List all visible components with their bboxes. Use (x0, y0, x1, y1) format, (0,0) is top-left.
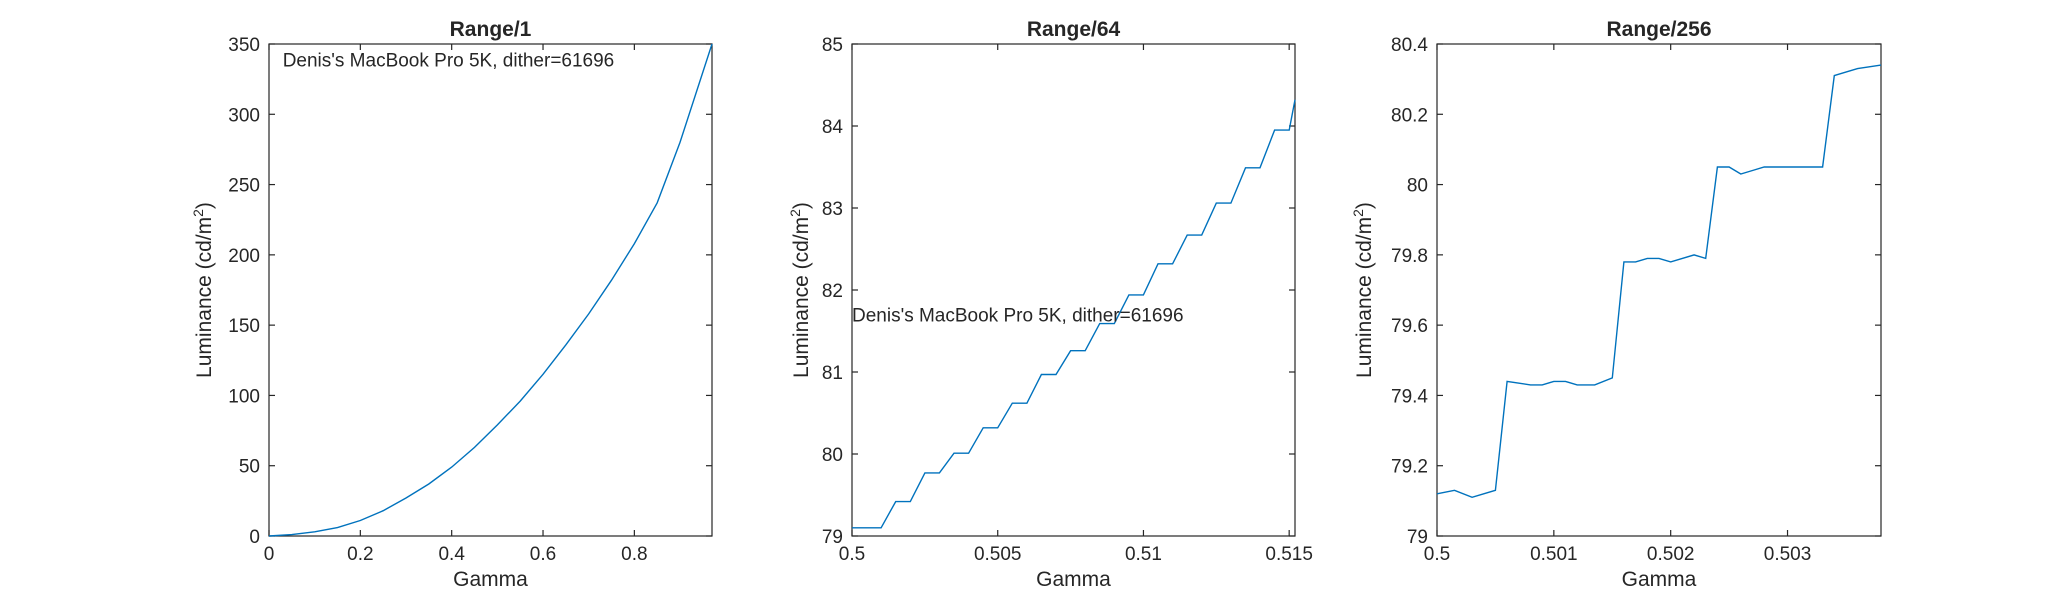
axes-box (269, 44, 712, 536)
x-tick-label: 0.51 (1125, 544, 1162, 565)
y-tick-label: 85 (822, 35, 843, 56)
x-tick-label: 0.501 (1530, 544, 1578, 565)
chart-title: Range/256 (1606, 18, 1711, 41)
y-axis-label: Luminance (cd/m2) (1350, 202, 1376, 378)
y-axis-label-close: ) (790, 202, 813, 209)
y-tick-label: 79 (822, 527, 843, 548)
y-tick-label: 80 (1407, 176, 1428, 197)
chart-panel-2: 0.5 0.505 0.51 0.51579808182838485Range/64G… (787, 18, 1313, 591)
y-axis-label: Luminance (cd/m2) (787, 202, 813, 378)
x-tick-label: 0.515 (1265, 544, 1313, 565)
axes-box (852, 44, 1295, 536)
y-axis-label-main: Luminance (cd/m (193, 217, 216, 378)
y-axis-label-close: ) (1353, 202, 1376, 209)
y-tick-label: 100 (228, 386, 260, 407)
x-axis-label: Gamma (1622, 568, 1697, 591)
y-axis-label-main: Luminance (cd/m (1353, 217, 1376, 378)
y-tick-label: 83 (822, 199, 843, 220)
chart-title: Range/64 (1027, 18, 1121, 41)
x-tick-label: 0.505 (974, 544, 1022, 565)
y-tick-label: 300 (228, 105, 260, 126)
series-line (269, 44, 712, 536)
annotation-text: Denis's MacBook Pro 5K, dither=61696 (852, 306, 1184, 327)
chart-panel-1: 0 0.2 0.4 0.6 0.8 0 50 100 150 200 250 300 350 Range/… (190, 18, 712, 591)
y-tick-label: 81 (822, 363, 843, 384)
axes-box (1437, 44, 1881, 536)
y-tick-label: 200 (228, 246, 260, 267)
y-tick-label: 79.6 (1391, 316, 1428, 337)
x-tick-label: 0.6 (530, 544, 556, 565)
y-tick-label: 79.8 (1391, 246, 1428, 267)
y-axis-label-sup: 2 (787, 209, 803, 217)
y-tick-label: 80 (822, 445, 843, 466)
x-tick-label: 0.4 (438, 544, 465, 565)
y-tick-label: 0 (249, 527, 260, 548)
x-axis-label: Gamma (453, 568, 528, 591)
x-tick-label: 0.8 (621, 544, 647, 565)
y-tick-label: 80.2 (1391, 105, 1428, 126)
chart-panel-3: 0.5 0.501 0.502 0.5037979.279.479.679.88080… (1350, 18, 1881, 591)
y-axis-label-close: ) (193, 202, 216, 209)
x-tick-label: 0 (264, 544, 275, 565)
y-tick-label: 80.4 (1391, 35, 1428, 56)
chart-title: Range/1 (450, 18, 532, 41)
x-axis-label: Gamma (1036, 568, 1111, 591)
y-axis-label-sup: 2 (1350, 209, 1366, 217)
series-line (1437, 65, 1881, 497)
y-tick-label: 350 (228, 35, 260, 56)
x-tick-label: 0.502 (1647, 544, 1695, 565)
y-axis-label-sup: 2 (190, 209, 206, 217)
y-axis-label: Luminance (cd/m2) (190, 202, 216, 378)
y-tick-label: 79.4 (1391, 386, 1428, 407)
y-tick-label: 84 (822, 117, 844, 138)
y-tick-label: 79.2 (1391, 457, 1428, 478)
x-tick-label: 0.2 (347, 544, 373, 565)
y-tick-label: 250 (228, 176, 260, 197)
y-tick-label: 150 (228, 316, 260, 337)
x-tick-label: 0.503 (1764, 544, 1812, 565)
y-axis-label-main: Luminance (cd/m (790, 217, 813, 378)
annotation-text: Denis's MacBook Pro 5K, dither=61696 (283, 50, 615, 71)
y-tick-label: 79 (1407, 527, 1428, 548)
y-tick-label: 50 (239, 457, 260, 478)
y-tick-label: 82 (822, 281, 843, 302)
